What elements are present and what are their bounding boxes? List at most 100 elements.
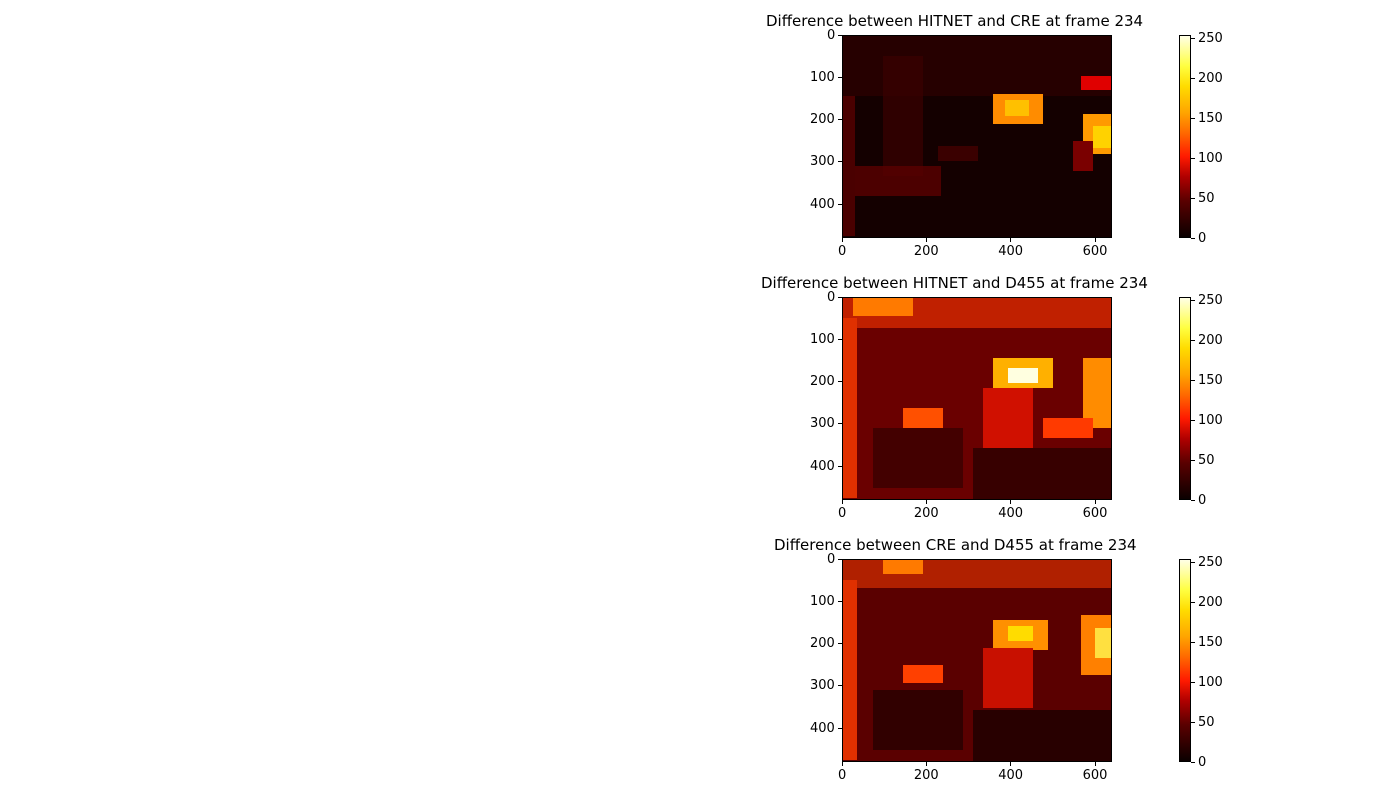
x-tick-label: 400 — [998, 768, 1024, 783]
x-tick-label: 600 — [1082, 506, 1108, 521]
colorbar-tick-mark — [1191, 721, 1195, 723]
y-tick-mark — [838, 727, 842, 729]
y-tick-label: 300 — [810, 154, 835, 170]
colorbar-tick-label: 50 — [1198, 452, 1215, 468]
y-tick-mark — [838, 161, 842, 163]
y-tick-label: 0 — [827, 27, 836, 43]
colorbar-tick-mark — [1191, 642, 1195, 644]
colorbar-tick-mark — [1191, 681, 1195, 683]
x-tick-mark — [841, 500, 843, 504]
y-tick-mark — [838, 203, 842, 205]
colorbar-tick-label: 50 — [1198, 714, 1215, 730]
colorbar-tick-label: 250 — [1198, 555, 1223, 571]
y-tick-mark — [838, 76, 842, 78]
heatmap-image — [842, 559, 1112, 762]
y-tick-mark — [838, 119, 842, 121]
y-tick-mark — [838, 643, 842, 645]
x-tick-label: 200 — [913, 244, 939, 259]
colorbar-tick-label: 150 — [1198, 373, 1223, 389]
chart-title: Difference between HITNET and D455 at fr… — [761, 274, 1148, 292]
colorbar-tick-label: 150 — [1198, 635, 1223, 651]
x-tick-mark — [1094, 500, 1096, 504]
x-tick-label: 400 — [998, 244, 1024, 259]
colorbar-tick-mark — [1191, 300, 1195, 302]
colorbar-tick-label: 50 — [1198, 190, 1215, 206]
colorbar-tick-label: 0 — [1198, 230, 1207, 246]
y-tick-label: 100 — [810, 331, 835, 347]
colorbar-tick-mark — [1191, 157, 1195, 159]
y-tick-mark — [838, 685, 842, 687]
heatmap-image — [842, 35, 1112, 238]
x-tick-mark — [1010, 762, 1012, 766]
colorbar-tick-label: 250 — [1198, 293, 1223, 309]
colorbar-tick-mark — [1191, 761, 1195, 763]
y-tick-label: 100 — [810, 593, 835, 609]
x-tick-mark — [1094, 762, 1096, 766]
x-tick-mark — [1094, 238, 1096, 242]
colorbar-tick-mark — [1191, 38, 1195, 40]
x-tick-mark — [925, 238, 927, 242]
y-tick-label: 300 — [810, 416, 835, 432]
colorbar-tick-label: 200 — [1198, 595, 1223, 611]
colorbar-tick-mark — [1191, 459, 1195, 461]
colorbar-tick-label: 0 — [1198, 492, 1207, 508]
y-tick-label: 400 — [810, 458, 835, 474]
x-tick-label: 0 — [838, 768, 847, 783]
colorbar-tick-mark — [1191, 78, 1195, 80]
x-tick-mark — [925, 500, 927, 504]
colorbar-tick-label: 200 — [1198, 333, 1223, 349]
y-tick-mark — [838, 600, 842, 602]
colorbar-tick-label: 100 — [1198, 674, 1223, 690]
heatmap-image — [842, 297, 1112, 500]
x-tick-label: 600 — [1082, 768, 1108, 783]
colorbar-tick-mark — [1191, 197, 1195, 199]
y-tick-label: 400 — [810, 720, 835, 736]
y-tick-label: 400 — [810, 196, 835, 212]
x-tick-label: 400 — [998, 506, 1024, 521]
y-tick-label: 200 — [810, 374, 835, 390]
y-tick-mark — [838, 423, 842, 425]
x-tick-label: 600 — [1082, 244, 1108, 259]
chart-title: Difference between HITNET and CRE at fra… — [766, 12, 1144, 30]
y-tick-label: 200 — [810, 636, 835, 652]
colorbar — [1179, 559, 1191, 762]
y-tick-label: 200 — [810, 112, 835, 128]
y-tick-mark — [838, 381, 842, 383]
x-tick-mark — [841, 238, 843, 242]
colorbar-tick-mark — [1191, 237, 1195, 239]
x-tick-mark — [841, 762, 843, 766]
colorbar-tick-mark — [1191, 562, 1195, 564]
colorbar-tick-label: 200 — [1198, 71, 1223, 87]
colorbar-tick-label: 0 — [1198, 754, 1207, 770]
colorbar — [1179, 297, 1191, 500]
colorbar-tick-mark — [1191, 419, 1195, 421]
y-tick-mark — [838, 338, 842, 340]
colorbar-tick-mark — [1191, 380, 1195, 382]
colorbar-tick-mark — [1191, 499, 1195, 501]
colorbar-tick-label: 250 — [1198, 31, 1223, 47]
x-tick-label: 200 — [913, 506, 939, 521]
y-tick-mark — [838, 465, 842, 467]
colorbar-tick-mark — [1191, 602, 1195, 604]
y-tick-label: 0 — [827, 551, 836, 567]
y-tick-label: 300 — [810, 678, 835, 694]
x-tick-label: 200 — [913, 768, 939, 783]
x-tick-mark — [925, 762, 927, 766]
x-tick-label: 0 — [838, 506, 847, 521]
colorbar-tick-label: 150 — [1198, 111, 1223, 127]
colorbar — [1179, 35, 1191, 238]
colorbar-tick-label: 100 — [1198, 412, 1223, 428]
y-tick-mark — [838, 558, 842, 560]
colorbar-tick-mark — [1191, 340, 1195, 342]
chart-title: Difference between CRE and D455 at frame… — [774, 536, 1137, 554]
y-tick-mark — [838, 34, 842, 36]
colorbar-tick-mark — [1191, 118, 1195, 120]
x-tick-mark — [1010, 500, 1012, 504]
y-tick-mark — [838, 296, 842, 298]
x-tick-label: 0 — [838, 244, 847, 259]
colorbar-tick-label: 100 — [1198, 150, 1223, 166]
y-tick-label: 100 — [810, 69, 835, 85]
x-tick-mark — [1010, 238, 1012, 242]
